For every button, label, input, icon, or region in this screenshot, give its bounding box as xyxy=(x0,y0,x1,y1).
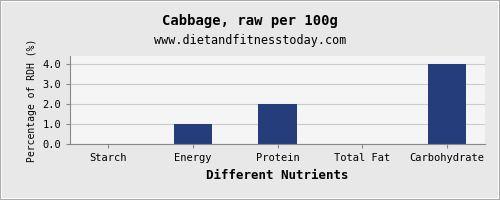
X-axis label: Different Nutrients: Different Nutrients xyxy=(206,169,349,182)
Text: Cabbage, raw per 100g: Cabbage, raw per 100g xyxy=(162,14,338,28)
Text: www.dietandfitnesstoday.com: www.dietandfitnesstoday.com xyxy=(154,34,346,47)
Bar xyxy=(428,64,466,144)
Bar xyxy=(174,124,212,144)
Bar xyxy=(258,104,296,144)
Y-axis label: Percentage of RDH (%): Percentage of RDH (%) xyxy=(26,38,36,162)
